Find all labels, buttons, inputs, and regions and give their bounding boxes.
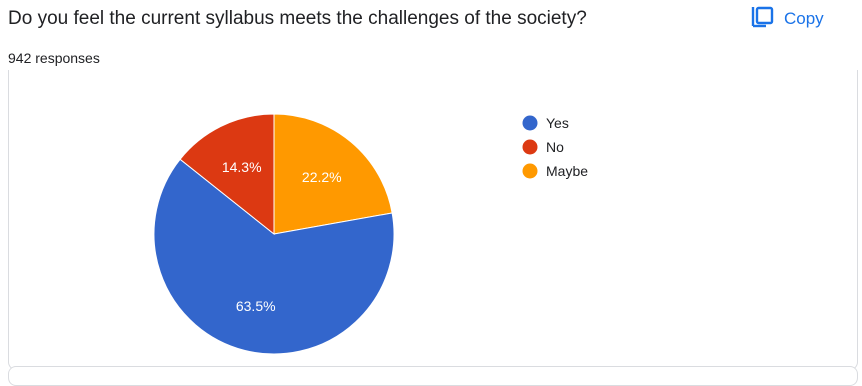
pie-slice-maybe[interactable]	[273, 113, 393, 235]
copy-label: Copy	[784, 9, 824, 28]
legend-label-yes[interactable]: Yes	[546, 115, 569, 131]
legend-label-no[interactable]: No	[546, 139, 564, 155]
slice-label-yes: 63.5%	[236, 298, 276, 314]
next-card	[8, 366, 858, 386]
copy-icon	[750, 6, 774, 32]
legend: Yes No Maybe	[522, 115, 588, 179]
pie-slice-yes[interactable]	[153, 158, 395, 355]
question-title: Do you feel the current syllabus meets t…	[8, 8, 587, 29]
legend-label-maybe[interactable]: Maybe	[546, 163, 588, 179]
copy-button[interactable]: Copy	[750, 4, 850, 34]
pie-slice-no[interactable]	[179, 113, 275, 236]
slice-label-maybe: 22.2%	[302, 169, 342, 185]
pie-chart: 22.2% 63.5% 14.3% Yes No Maybe	[153, 113, 588, 355]
legend-marker-no	[522, 139, 538, 155]
legend-marker-maybe	[522, 163, 538, 179]
response-count: 942 responses	[8, 50, 100, 66]
pie-slice-labels: 22.2% 63.5% 14.3%	[222, 159, 342, 314]
slice-label-no: 14.3%	[222, 159, 262, 175]
pie-slices	[153, 113, 395, 355]
legend-marker-yes	[522, 115, 538, 131]
